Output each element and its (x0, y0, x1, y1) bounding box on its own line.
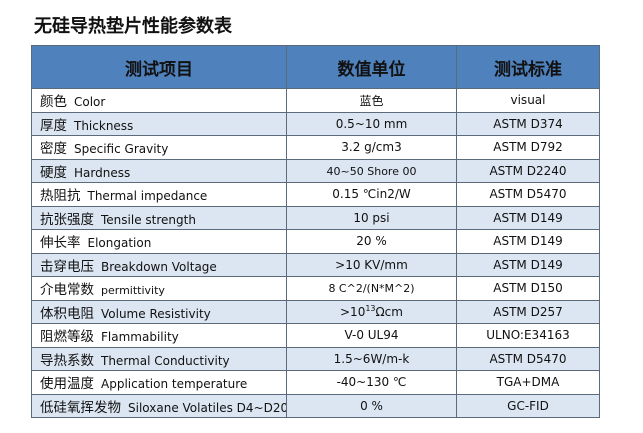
value-cell: 40~50 Shore 00 (286, 158, 457, 183)
item-zh: 抗张强度 (40, 211, 94, 228)
item-zh: 介电常数 (40, 282, 94, 299)
item-cell: 颜色 Color (31, 88, 287, 113)
item-cell: 体积电阻 Volume Resistivity (31, 299, 287, 324)
standard-cell: ASTM D149 (456, 229, 600, 254)
item-en: Color (74, 95, 106, 110)
value-cell: 8 C^2/(N*M^2) (286, 276, 457, 301)
standard-cell: ASTM D2240 (456, 158, 600, 183)
value-cell: 3.2 g/cm3 (286, 135, 457, 160)
value-exponent: 13 (365, 303, 376, 313)
item-en: Hardness (74, 165, 131, 180)
standard-cell: TGA+DMA (456, 370, 600, 395)
item-cell: 硬度 Hardness (31, 158, 287, 183)
item-en: Thickness (74, 118, 134, 133)
table-row: 阻燃等级 Flammability V-0 UL94 ULNO:E34163 (31, 323, 600, 348)
table-row: 击穿电压 Breakdown Voltage >10 KV/mm ASTM D14… (31, 252, 600, 277)
item-zh: 厚度 (40, 117, 67, 134)
item-zh: 颜色 (40, 94, 67, 111)
page-title: 无硅导热垫片性能参数表 (34, 16, 232, 37)
table-row: 导热系数 Thermal Conductivity 1.5~6W/m-k ASTM… (31, 346, 600, 371)
standard-cell: ASTM D792 (456, 135, 600, 160)
table-row: 厚度 Thickness 0.5~10 mm ASTM D374 (31, 111, 600, 136)
table-row: 体积电阻 Volume Resistivity >1013Ωcm ASTM D25… (31, 299, 600, 324)
item-zh: 导热系数 (40, 352, 94, 369)
value-cell: 蓝色 (286, 88, 457, 113)
item-zh: 低硅氧挥发物 (40, 399, 121, 416)
item-en: Elongation (87, 236, 152, 251)
item-en: Siloxane Volatiles D4~D20 (128, 400, 287, 415)
item-cell: 抗张强度 Tensile strength (31, 205, 287, 230)
item-zh: 击穿电压 (40, 258, 94, 275)
table-row: 伸长率 Elongation 20 % ASTM D149 (31, 229, 600, 254)
value-cell: -40~130 ℃ (286, 370, 457, 395)
table-row: 密度 Specific Gravity 3.2 g/cm3 ASTM D792 (31, 135, 600, 160)
value-text: 8 C^2/(N*M^2) (328, 282, 415, 296)
value-cell: 0.5~10 mm (286, 111, 457, 136)
item-en: Flammability (101, 330, 179, 345)
standard-cell: ULNO:E34163 (456, 323, 600, 348)
item-zh: 使用温度 (40, 376, 94, 393)
table-row: 热阻抗 Thermal impedance 0.15 ℃in2/W ASTM D5… (31, 182, 600, 207)
standard-cell: ASTM D5470 (456, 182, 600, 207)
item-cell: 介电常数 permittivity (31, 276, 287, 301)
item-cell: 阻燃等级 Flammability (31, 323, 287, 348)
standard-cell: ASTM D150 (456, 276, 600, 301)
header-value: 数值单位 (286, 45, 457, 89)
item-zh: 热阻抗 (40, 188, 81, 205)
item-en: Thermal impedance (87, 189, 208, 204)
standard-cell: ASTM D149 (456, 252, 600, 277)
value-cell: V-0 UL94 (286, 323, 457, 348)
item-en: Application temperature (101, 377, 248, 392)
item-cell: 击穿电压 Breakdown Voltage (31, 252, 287, 277)
item-cell: 使用温度 Application temperature (31, 370, 287, 395)
item-cell: 厚度 Thickness (31, 111, 287, 136)
table-row: 介电常数 permittivity 8 C^2/(N*M^2) ASTM D150 (31, 276, 600, 301)
header-standard: 测试标准 (456, 45, 600, 89)
table-row: 使用温度 Application temperature -40~130 ℃ TG… (31, 370, 600, 395)
value-cell: 1.5~6W/m-k (286, 346, 457, 371)
value-unit: Ωcm (375, 304, 403, 319)
item-cell: 热阻抗 Thermal impedance (31, 182, 287, 207)
value-cell: >10 KV/mm (286, 252, 457, 277)
standard-cell: ASTM D257 (456, 299, 600, 324)
standard-cell: visual (456, 88, 600, 113)
item-cell: 伸长率 Elongation (31, 229, 287, 254)
item-cell: 密度 Specific Gravity (31, 135, 287, 160)
table-row: 低硅氧挥发物 Siloxane Volatiles D4~D20 0 % GC-F… (31, 393, 600, 418)
value-cell: 10 psi (286, 205, 457, 230)
item-zh: 体积电阻 (40, 305, 94, 322)
table-header-row: 测试项目 数值单位 测试标准 (31, 45, 600, 89)
value-cell: 0 % (286, 393, 457, 418)
standard-cell: ASTM D5470 (456, 346, 600, 371)
item-en: Thermal Conductivity (101, 353, 230, 368)
value-cell: 20 % (286, 229, 457, 254)
item-zh: 密度 (40, 141, 67, 158)
item-en: Specific Gravity (74, 142, 169, 157)
item-en: Volume Resistivity (101, 306, 211, 321)
table-row: 硬度 Hardness 40~50 Shore 00 ASTM D2240 (31, 158, 600, 183)
table-row: 颜色 Color 蓝色 visual (31, 88, 600, 113)
value-text: 40~50 Shore 00 (326, 164, 417, 178)
value-prefix: >10 (340, 304, 366, 319)
spec-table: 测试项目 数值单位 测试标准 颜色 Color 蓝色 visual 厚度 Thick… (31, 45, 600, 418)
standard-cell: ASTM D374 (456, 111, 600, 136)
item-en: permittivity (101, 284, 165, 298)
value-cell: >1013Ωcm (286, 299, 457, 324)
table-row: 抗张强度 Tensile strength 10 psi ASTM D149 (31, 205, 600, 230)
item-zh: 硬度 (40, 164, 67, 181)
standard-cell: ASTM D149 (456, 205, 600, 230)
item-en: Breakdown Voltage (101, 259, 217, 274)
item-zh: 伸长率 (40, 235, 81, 252)
value-cell: 0.15 ℃in2/W (286, 182, 457, 207)
standard-cell: GC-FID (456, 393, 600, 418)
header-item: 测试项目 (31, 45, 287, 89)
item-zh: 阻燃等级 (40, 329, 94, 346)
item-cell: 导热系数 Thermal Conductivity (31, 346, 287, 371)
item-cell: 低硅氧挥发物 Siloxane Volatiles D4~D20 (31, 393, 287, 418)
item-en: Tensile strength (101, 212, 196, 227)
